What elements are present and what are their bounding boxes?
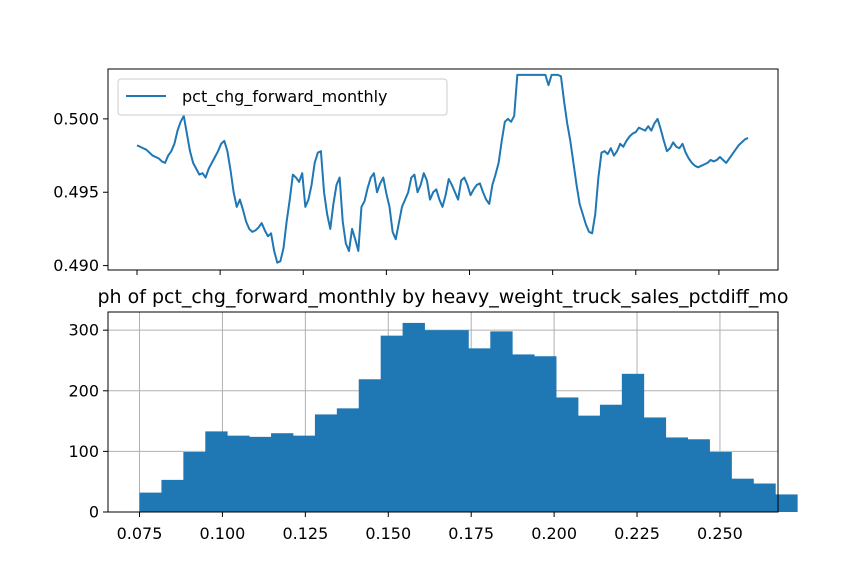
histogram-bar — [292, 435, 316, 512]
histogram-bar — [775, 494, 798, 512]
histogram-bar — [599, 404, 623, 512]
x-tick-label: 0.250 — [697, 524, 743, 543]
line-chart-x-axis — [136, 270, 720, 275]
histogram-bar — [731, 478, 754, 512]
histogram-bar — [556, 397, 579, 512]
x-tick-label: 0.100 — [200, 524, 246, 543]
histogram-bar — [643, 417, 667, 512]
histogram-x-axis: 0.075 0.100 0.125 0.150 0.175 0.200 0.225 0.250 — [117, 512, 743, 543]
legend: pct_chg_forward_monthly — [117, 78, 448, 116]
histogram-y-axis: 0 100 200 300 — [68, 321, 108, 522]
series-line — [136, 73, 749, 264]
histogram-bar — [468, 348, 491, 512]
legend-label: pct_chg_forward_monthly — [182, 87, 388, 107]
y-tick-label: 0 — [89, 503, 99, 522]
histogram-chart: ph of pct_chg_forward_monthly by heavy_w… — [68, 286, 798, 543]
chart-title: ph of pct_chg_forward_monthly by heavy_w… — [97, 286, 788, 308]
y-tick-label: 200 — [68, 381, 99, 400]
histogram-bar — [358, 379, 382, 512]
histogram-bar — [249, 436, 272, 512]
legend-box — [117, 78, 448, 116]
line-chart-frame — [107, 68, 779, 271]
y-tick-label: 0.500 — [53, 109, 99, 128]
histogram-frame — [107, 311, 779, 513]
x-tick-label: 0.225 — [614, 524, 660, 543]
histogram-bar — [402, 322, 425, 512]
x-tick-label: 0.175 — [448, 524, 494, 543]
histogram-bar — [512, 354, 535, 512]
histogram-bar — [687, 439, 710, 512]
histogram-bar — [336, 408, 360, 512]
histogram-bar — [183, 452, 206, 512]
y-tick-label: 100 — [68, 442, 99, 461]
histogram-bar — [621, 373, 645, 512]
histogram-bar — [446, 330, 469, 512]
x-tick-label: 0.125 — [282, 524, 328, 543]
y-tick-label: 300 — [68, 321, 99, 340]
histogram-bar — [139, 492, 162, 512]
histogram-bar — [424, 330, 447, 512]
histogram-bar — [314, 414, 338, 512]
histogram-bar — [205, 431, 228, 512]
histogram-bar — [490, 331, 513, 512]
x-tick-label: 0.200 — [531, 524, 577, 543]
y-tick-label: 0.490 — [53, 256, 99, 275]
line-chart-y-axis: 0.490 0.495 0.500 — [53, 109, 108, 275]
x-tick-label: 0.075 — [117, 524, 163, 543]
histogram-bar — [161, 479, 184, 512]
line-chart: 0.490 0.495 0.500 pct_chg_forward_monthly — [53, 68, 779, 275]
histogram-bar — [227, 435, 250, 512]
y-tick-label: 0.495 — [53, 183, 99, 202]
histogram-bar — [271, 433, 294, 512]
histogram-bar — [753, 483, 776, 512]
histogram-bar — [709, 452, 732, 512]
histogram-bars — [139, 322, 798, 512]
histogram-bar — [665, 437, 689, 512]
histogram-bar — [578, 415, 601, 512]
histogram-bar — [534, 356, 557, 512]
x-tick-label: 0.150 — [365, 524, 411, 543]
histogram-bar — [380, 335, 403, 512]
